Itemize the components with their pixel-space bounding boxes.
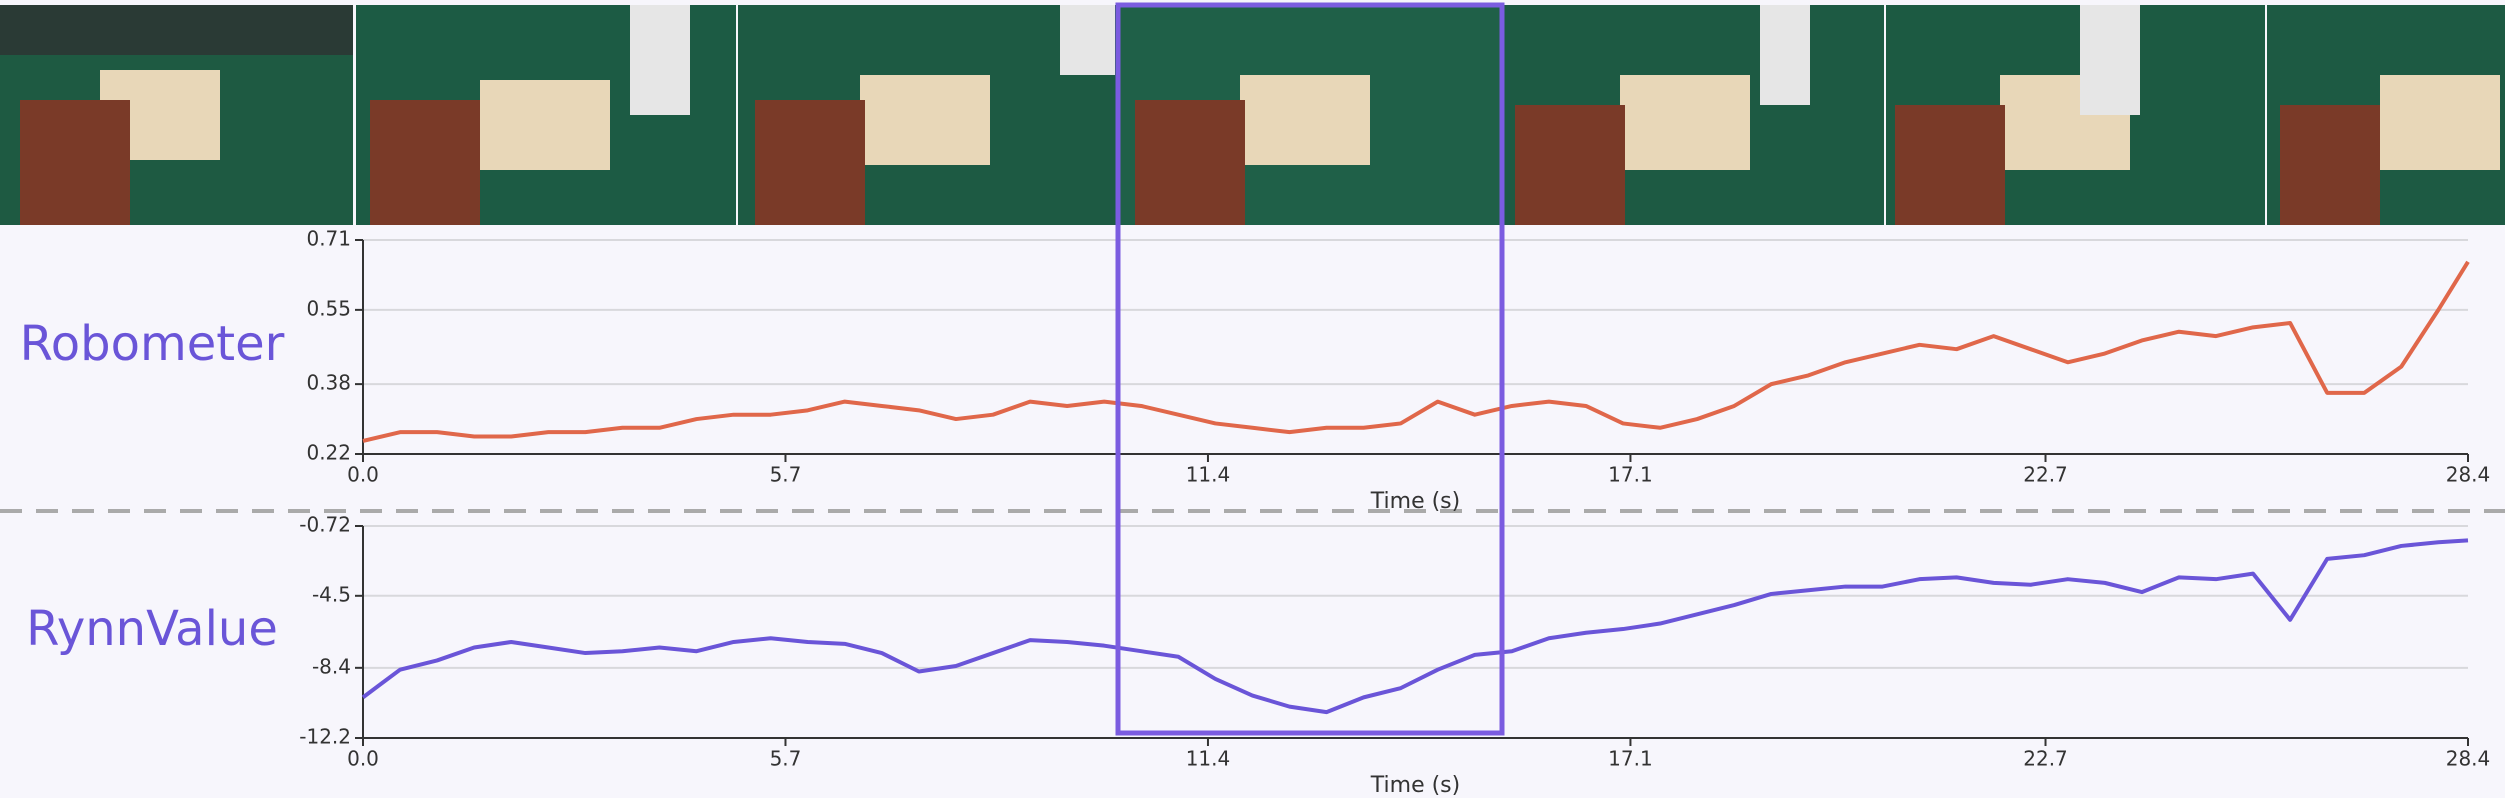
- y-axis-label: Robometer: [20, 316, 285, 372]
- x-tick-label: 5.7: [770, 747, 802, 771]
- x-axis-label: Time (s): [1370, 773, 1460, 798]
- x-tick-label: 0.0: [347, 463, 379, 487]
- frame: [0, 5, 353, 225]
- x-tick-label: 11.4: [1186, 747, 1231, 771]
- frame: [1886, 5, 2265, 225]
- x-tick-label: 11.4: [1186, 463, 1231, 487]
- y-tick-label: -0.72: [299, 513, 351, 537]
- frame: [1119, 5, 1501, 225]
- x-tick-label: 0.0: [347, 747, 379, 771]
- x-tick-label: 28.4: [2446, 463, 2491, 487]
- x-tick-label: 17.1: [1608, 463, 1653, 487]
- data-line: [362, 260, 2470, 443]
- x-tick-label: 5.7: [770, 463, 802, 487]
- x-tick-label: 22.7: [2023, 747, 2068, 771]
- frame: [738, 5, 1117, 225]
- y-axis-label: RynnValue: [26, 601, 278, 657]
- y-tick-label: 0.71: [306, 227, 351, 251]
- frame-strip: [0, 5, 2505, 225]
- x-tick-label: 22.7: [2023, 463, 2068, 487]
- x-axis-label: Time (s): [1370, 489, 1460, 514]
- x-tick-label: 28.4: [2446, 747, 2491, 771]
- frame: [356, 5, 736, 225]
- data-line: [361, 538, 2469, 715]
- y-tick-label: -4.5: [312, 582, 351, 606]
- highlight-box: [1115, 2, 1505, 736]
- y-tick-label: -8.4: [312, 654, 351, 678]
- x-tick-label: 17.1: [1608, 747, 1653, 771]
- frame: [1503, 5, 1884, 225]
- y-tick-label: 0.38: [306, 371, 351, 395]
- y-tick-label: -12.2: [299, 725, 351, 749]
- charts: 0.22 0.38 0.55 0.71 0.0 5.7 11.4 17.1 22.7 28.4 Ti…: [20, 227, 2491, 798]
- y-tick-label: 0.22: [306, 441, 351, 465]
- y-tick-label: 0.55: [306, 296, 351, 320]
- frame: [2267, 5, 2505, 225]
